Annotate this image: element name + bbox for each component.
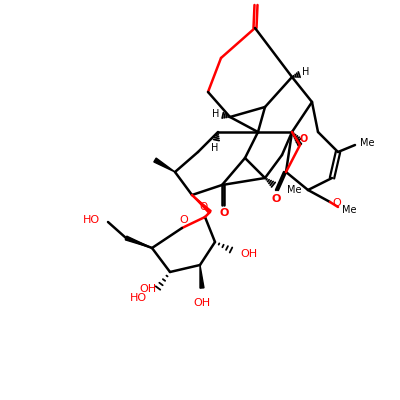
Polygon shape — [200, 265, 204, 288]
Text: OH: OH — [140, 284, 157, 294]
Text: H: H — [211, 143, 219, 153]
Text: O: O — [271, 194, 281, 204]
Text: H: H — [212, 109, 220, 119]
Text: H: H — [302, 67, 310, 77]
Polygon shape — [154, 158, 175, 172]
Text: O: O — [300, 134, 308, 144]
Polygon shape — [192, 195, 211, 213]
Text: Me: Me — [342, 205, 356, 215]
Polygon shape — [292, 132, 302, 146]
Text: Me: Me — [287, 185, 302, 195]
Text: HO: HO — [83, 215, 100, 225]
Text: O: O — [332, 198, 341, 208]
Text: O: O — [180, 215, 188, 225]
Text: O: O — [199, 202, 207, 212]
Text: OH: OH — [240, 249, 257, 259]
Text: Me: Me — [360, 138, 374, 148]
Text: OH: OH — [194, 298, 210, 308]
Polygon shape — [125, 236, 152, 248]
Text: O: O — [219, 208, 229, 218]
Text: HO: HO — [130, 293, 147, 303]
